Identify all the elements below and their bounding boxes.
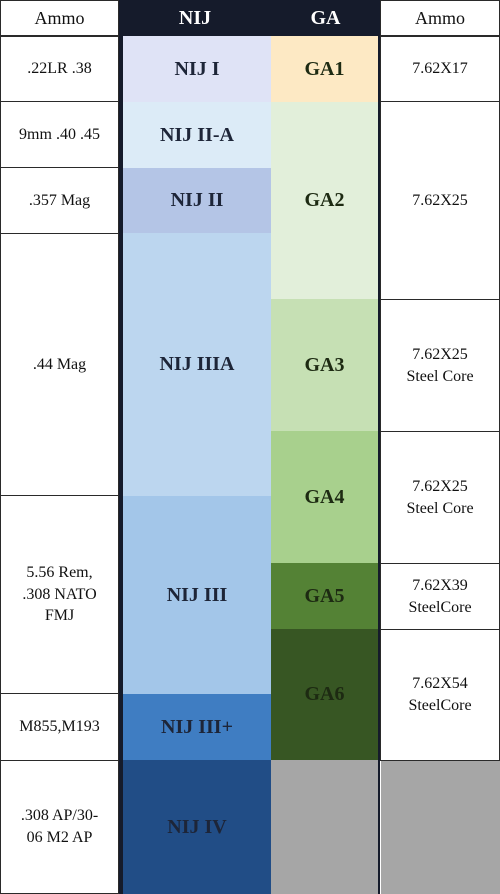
- nij-level-label: NIJ II: [170, 189, 224, 211]
- ga-level-label: GA2: [304, 189, 345, 211]
- ammo-right-row: 7.62X25: [380, 101, 500, 300]
- nij-level-1: NIJ I: [123, 36, 271, 102]
- nij-level-label: NIJ III+: [161, 715, 233, 738]
- nij-level-2: NIJ II: [123, 168, 271, 233]
- ga-level-label: GA3: [304, 353, 345, 376]
- ga-level-2: GA2: [271, 102, 378, 299]
- ammo-right-row: 7.62X17: [380, 36, 500, 102]
- ammo-left-header-label: Ammo: [34, 7, 85, 28]
- nij-level-label: NIJ IV: [167, 815, 227, 838]
- nij-level-2a: NIJ II-A: [123, 102, 271, 168]
- ammo-left-header: Ammo: [0, 0, 119, 36]
- ammo-right-label: 7.62X25 Steel Core: [406, 345, 474, 385]
- ammo-right-row: 7.62X39 SteelCore: [380, 563, 500, 630]
- ga-level-5: GA5: [271, 563, 378, 629]
- ammo-left-label: 9mm .40 .45: [19, 125, 100, 143]
- ammo-left-label: .22LR .38: [27, 60, 92, 78]
- ammo-right-label: 7.62X39 SteelCore: [408, 576, 472, 616]
- ammo-left-row: 5.56 Rem, .308 NATO FMJ: [0, 495, 119, 694]
- ga-level-label: GA4: [304, 485, 345, 508]
- ga-level-1: GA1: [271, 36, 378, 102]
- ammo-right-row: 7.62X54 SteelCore: [380, 629, 500, 761]
- nij-header-label: NIJ: [178, 6, 212, 29]
- ammo-left-row: .357 Mag: [0, 167, 119, 234]
- ammo-left-row: 9mm .40 .45: [0, 101, 119, 168]
- nij-level-label: NIJ I: [174, 57, 220, 80]
- ga-level-label: GA1: [304, 57, 345, 80]
- ammo-left-label: M855,M193: [19, 718, 100, 736]
- ammo-right-header-label: Ammo: [414, 7, 465, 28]
- ammo-left-label: .357 Mag: [28, 191, 91, 209]
- ammo-right-row: 7.62X25 Steel Core: [380, 431, 500, 564]
- ga-header-label: GA: [310, 6, 341, 29]
- ammo-right-row: 7.62X25 Steel Core: [380, 299, 500, 432]
- nij-level-3-plus: NIJ III+: [123, 694, 271, 760]
- ammo-left-row: .22LR .38: [0, 36, 119, 102]
- ammo-left-row: M855,M193: [0, 693, 119, 761]
- ammo-right-empty: [381, 761, 500, 894]
- nij-level-3a: NIJ IIIA: [123, 233, 271, 496]
- ammo-right-header: Ammo: [380, 0, 500, 36]
- ga-level-label: GA6: [304, 683, 345, 705]
- ammo-right-label: 7.62X17: [412, 60, 468, 78]
- ammo-left-row: .308 AP/30- 06 M2 AP: [0, 760, 119, 894]
- nij-level-label: NIJ IIIA: [159, 353, 235, 375]
- nij-level-label: NIJ II-A: [160, 123, 234, 146]
- ammo-left-label: .308 AP/30- 06 M2 AP: [20, 807, 99, 846]
- nij-header: NIJ: [119, 0, 271, 36]
- ammo-right-label: 7.62X25 Steel Core: [406, 477, 474, 517]
- ga-level-label: GA5: [304, 584, 345, 607]
- ga-level-4: GA4: [271, 431, 378, 563]
- ammo-right-label: 7.62X54 SteelCore: [408, 675, 472, 714]
- ga-header: GA: [271, 0, 380, 36]
- ammo-right-label: 7.62X25: [412, 191, 468, 209]
- nij-level-3: NIJ III: [123, 496, 271, 694]
- ammo-left-row: .44 Mag: [0, 233, 119, 496]
- ga-level-6: GA6: [271, 629, 378, 760]
- ga-level-3: GA3: [271, 299, 378, 431]
- ga-level-empty: [271, 760, 378, 894]
- nij-level-label: NIJ III: [166, 583, 228, 606]
- ammo-left-label: .44 Mag: [32, 355, 87, 373]
- ammo-left-label: 5.56 Rem, .308 NATO FMJ: [22, 564, 97, 625]
- nij-level-4: NIJ IV: [123, 760, 271, 894]
